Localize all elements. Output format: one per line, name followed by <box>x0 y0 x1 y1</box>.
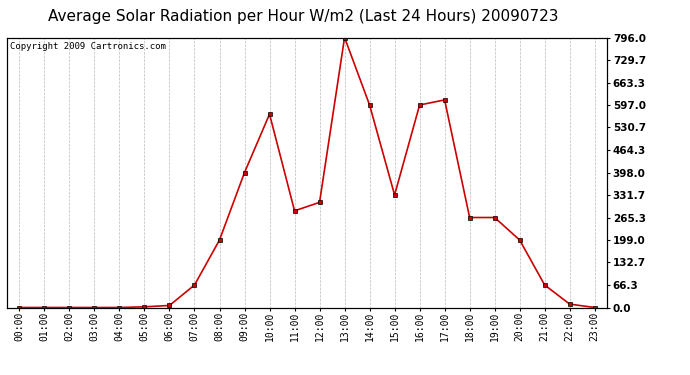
Text: Copyright 2009 Cartronics.com: Copyright 2009 Cartronics.com <box>10 42 166 51</box>
Text: Average Solar Radiation per Hour W/m2 (Last 24 Hours) 20090723: Average Solar Radiation per Hour W/m2 (L… <box>48 9 559 24</box>
